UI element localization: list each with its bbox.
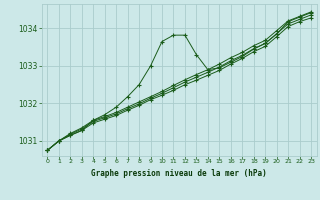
X-axis label: Graphe pression niveau de la mer (hPa): Graphe pression niveau de la mer (hPa) — [91, 169, 267, 178]
